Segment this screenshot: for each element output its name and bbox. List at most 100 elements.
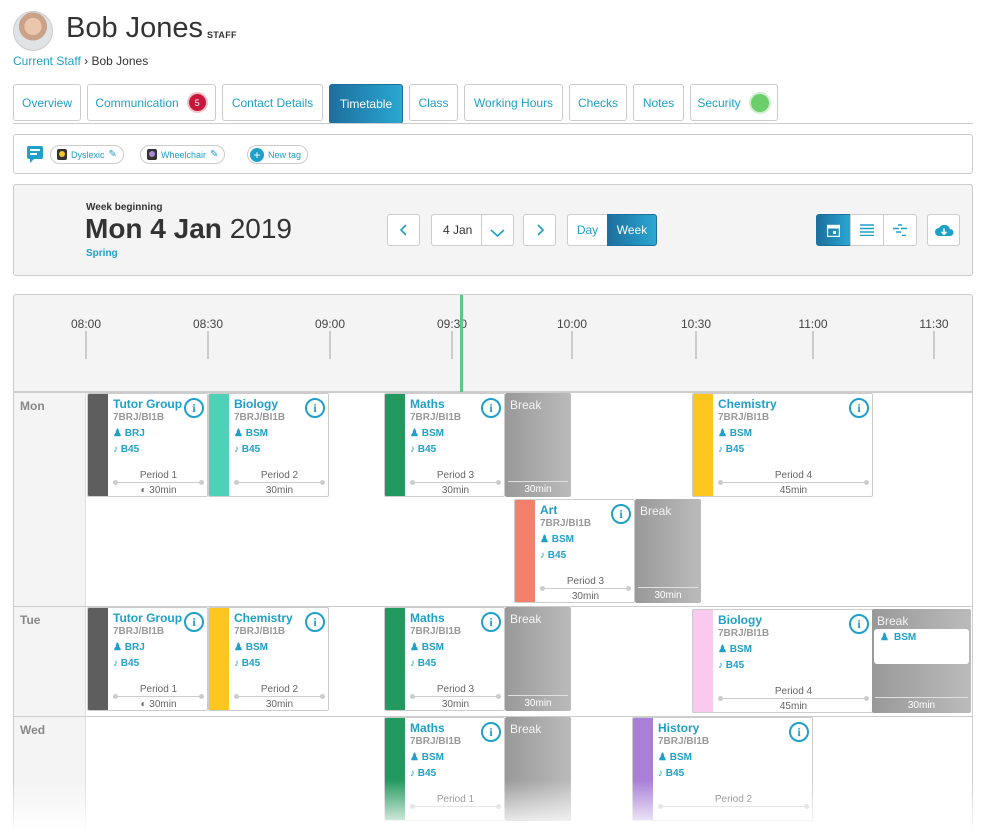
gantt-view-button[interactable] <box>883 214 917 246</box>
lesson-card[interactable]: Art 7BRJ/BI1B ♟ BSM ♪ B45 i Period 3 30min <box>514 499 635 603</box>
lesson-card[interactable]: Maths 7BRJ/BI1B ♟ BSM ♪ B45 i Period 3 30min <box>384 607 505 711</box>
calendar-icon <box>827 224 840 237</box>
subject-color-stripe <box>385 394 405 496</box>
download-button[interactable] <box>927 214 960 246</box>
room-icon: ♪ <box>113 444 121 455</box>
lesson-room: ♪ B45 <box>410 658 436 669</box>
timetable-grid: 08:00 08:30 09:00 09:30 10:00 10:30 11:00 11:30… <box>13 294 973 838</box>
tab-notes[interactable]: Notes <box>633 84 684 121</box>
chat-icon[interactable] <box>27 146 43 163</box>
break-block[interactable]: Break 30min <box>505 393 571 497</box>
info-icon[interactable]: i <box>611 504 631 524</box>
day-view-button[interactable]: Day <box>567 214 608 246</box>
date-picker[interactable]: 4 Jan <box>431 214 514 246</box>
gantt-icon <box>893 224 907 236</box>
subject-color-stripe <box>88 394 108 496</box>
lesson-staff: ♟ BSM <box>234 642 268 653</box>
info-icon[interactable]: i <box>849 614 869 634</box>
duration-bar <box>875 697 968 698</box>
time-tick-label: 11:30 <box>919 317 949 331</box>
teacher-icon: ♟ <box>410 642 422 653</box>
info-icon[interactable]: i <box>305 398 325 418</box>
tab-label: Communication <box>95 95 179 110</box>
room-icon: ♪ <box>658 768 666 779</box>
tag-wheelchair[interactable]: Wheelchair ✎ <box>140 145 226 164</box>
lesson-card[interactable]: Maths 7BRJ/BI1B ♟ BSM ♪ B45 i Period 3 30min <box>384 393 505 497</box>
previous-week-button[interactable] <box>387 214 420 246</box>
lesson-staff: ♟ BSM <box>658 752 692 763</box>
new-tag-button[interactable]: + New tag <box>247 145 309 164</box>
tab-working-hours[interactable]: Working Hours <box>464 84 563 121</box>
lesson-staff: ♟ BSM <box>234 428 268 439</box>
pencil-icon[interactable]: ✎ <box>108 149 117 160</box>
calendar-view-button[interactable] <box>816 214 851 246</box>
current-time-indicator <box>460 295 463 392</box>
lesson-duration: 30min <box>234 699 325 710</box>
lesson-subject: Maths <box>410 397 445 411</box>
lesson-duration: ◐ 30min <box>113 699 204 710</box>
break-block[interactable]: Break ♟ BSM 30min <box>872 609 971 713</box>
breadcrumb-separator: › <box>84 54 89 68</box>
breadcrumb-link-current-staff[interactable]: Current Staff <box>13 54 81 68</box>
tag-dyslexic[interactable]: Dyslexic ✎ <box>50 145 124 164</box>
day-label: Mon <box>20 399 45 413</box>
lesson-duration-value: 30min <box>441 699 470 710</box>
lesson-card[interactable]: Biology 7BRJ/BI1B ♟ BSM ♪ B45 i Period 2 30min <box>208 393 329 497</box>
day-label-column <box>14 393 86 606</box>
next-week-button[interactable] <box>523 214 556 246</box>
tab-label: Overview <box>21 95 72 110</box>
time-tick-line <box>451 331 453 359</box>
info-icon[interactable]: i <box>849 398 869 418</box>
info-icon[interactable]: i <box>481 398 501 418</box>
week-view-button[interactable]: Week <box>607 214 657 246</box>
break-duration: 30min <box>654 590 682 601</box>
time-tick-label: 08:00 <box>70 317 102 331</box>
info-icon[interactable]: i <box>184 398 204 418</box>
plus-icon: + <box>250 147 264 162</box>
time-tick-line <box>329 331 331 359</box>
break-block[interactable]: Break 30min <box>635 499 701 603</box>
lesson-subject: Biology <box>234 397 278 411</box>
tab-overview[interactable]: Overview <box>13 84 81 121</box>
tab-checks[interactable]: Checks <box>569 84 627 121</box>
unread-count-badge: 5 <box>186 92 208 113</box>
lesson-card[interactable]: Tutor Group 7BRJ/BI1B ♟ BRJ ♪ B45 i Period 1 ◐… <box>87 607 208 711</box>
time-tick-line <box>812 331 814 359</box>
break-label: Break <box>510 612 542 626</box>
tab-security[interactable]: Security <box>690 84 778 121</box>
tab-label: Checks <box>577 95 618 110</box>
tab-timetable[interactable]: Timetable <box>329 84 403 124</box>
info-icon[interactable]: i <box>789 722 809 742</box>
info-icon[interactable]: i <box>305 612 325 632</box>
list-icon <box>860 224 874 236</box>
timeline-header: 08:00 08:30 09:00 09:30 10:00 10:30 11:00 11:30 <box>14 295 972 392</box>
tab-class[interactable]: Class <box>409 84 458 121</box>
info-icon[interactable]: i <box>481 722 501 742</box>
lesson-duration: 45min <box>718 701 869 712</box>
lesson-room: ♪ B45 <box>113 444 139 455</box>
tab-label: Class <box>418 95 449 110</box>
info-icon[interactable]: i <box>481 612 501 632</box>
lesson-duration: ◐ 30min <box>113 485 204 496</box>
info-icon[interactable]: i <box>184 612 204 632</box>
lesson-card[interactable]: Biology 7BRJ/BI1B ♟ BSM ♪ B45 i Period 4 45min <box>692 609 873 713</box>
list-view-button[interactable] <box>850 214 884 246</box>
lesson-card[interactable]: Tutor Group 7BRJ/BI1B ♟ BRJ ♪ B45 i Period 1 ◐… <box>87 393 208 497</box>
chevron-down-icon[interactable] <box>490 225 505 243</box>
tab-communication[interactable]: Communication 5 <box>87 84 216 121</box>
lesson-room-code: B45 <box>241 444 261 455</box>
tag-bar <box>13 134 973 174</box>
break-block[interactable]: Break 30min <box>505 607 571 711</box>
pencil-icon[interactable]: ✎ <box>210 149 219 160</box>
duration-bar <box>234 694 325 699</box>
time-tick-label: 09:00 <box>314 317 346 331</box>
lesson-staff-code: BRJ <box>124 642 145 653</box>
tab-contact-details[interactable]: Contact Details <box>222 84 323 121</box>
break-duration: 30min <box>524 698 552 709</box>
tabs-divider <box>13 123 973 124</box>
time-tick-line <box>571 331 573 359</box>
lesson-staff-code: BRJ <box>124 428 145 439</box>
lesson-card[interactable]: Chemistry 7BRJ/BI1B ♟ BSM ♪ B45 i Period 2 30m… <box>208 607 329 711</box>
lesson-card[interactable]: Chemistry 7BRJ/BI1B ♟ BSM ♪ B45 i Period 4 45m… <box>692 393 873 497</box>
security-status-indicator <box>748 91 771 114</box>
